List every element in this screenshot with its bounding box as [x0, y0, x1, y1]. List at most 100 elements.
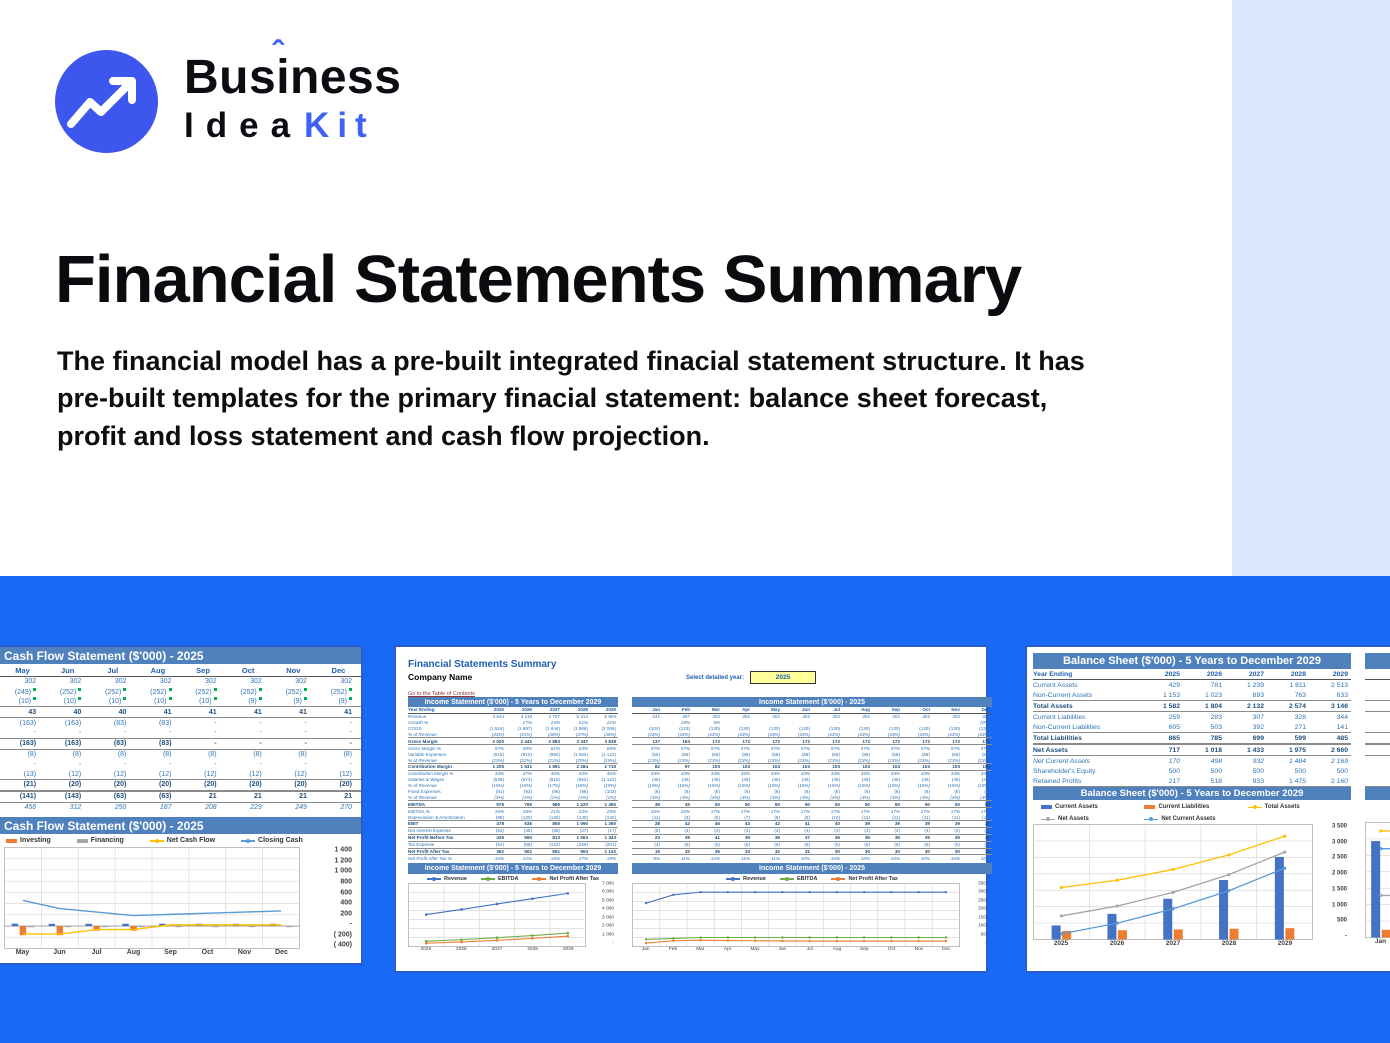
table-cell: 500 — [1168, 767, 1180, 775]
table-cell: (91) — [495, 789, 504, 795]
table-cell: 170 — [1168, 757, 1180, 765]
table-cell: (15%) — [797, 783, 810, 789]
table-cell: (6) — [714, 842, 720, 848]
table-cell: 1 239 — [1246, 681, 1264, 689]
table-cell: (163) — [19, 719, 37, 727]
table-row: (23%) (23%) (23%) (23%) (23%) (23%) (23%) (23%)… — [632, 757, 992, 763]
legend-label: Investing — [20, 837, 51, 845]
table-cell: 426 — [496, 835, 504, 841]
table-cell: 302 — [892, 714, 900, 720]
table-cell: (15%) — [827, 783, 840, 789]
table-cell: 172 — [952, 738, 960, 744]
table-cell: 103 — [802, 764, 810, 770]
table-cell: (45) — [951, 777, 960, 783]
table-cell: (130) — [979, 726, 990, 732]
table-cell: (98) — [579, 789, 588, 795]
table-cell: 57% — [890, 745, 900, 751]
table-cell: (8) — [208, 750, 217, 758]
table-cell: 2026 — [1206, 670, 1222, 678]
table-cell: (21%) — [547, 757, 560, 763]
table-cell: (8) — [162, 750, 172, 758]
table-cell: (23%) — [491, 757, 504, 763]
table-cell: 40 — [834, 821, 840, 827]
table-cell: 1 063 — [576, 835, 589, 841]
table-cell: 241 — [652, 714, 660, 720]
table-of-contents-link[interactable]: Go to the Table of Contents — [408, 691, 475, 697]
table-cell: (63) — [113, 793, 127, 801]
table-cell: (68) — [711, 751, 720, 757]
table-cell: 17% — [890, 808, 900, 814]
table-cell: 50 — [894, 801, 900, 807]
table-cell: (102) — [605, 789, 616, 795]
table-cell: - — [349, 760, 352, 768]
table-cell: 302 — [24, 678, 37, 686]
table-cell: 57% — [800, 745, 810, 751]
table-cell: - — [658, 720, 660, 726]
table-cell: - — [808, 720, 810, 726]
table-cell: 1 018 — [1204, 746, 1222, 754]
legend-item: Net Cash Flow — [149, 837, 215, 844]
table-row: 512 — [1365, 744, 1390, 756]
table-cell: - — [169, 760, 172, 768]
table-cell: 30 — [834, 849, 840, 855]
select-year-input[interactable]: 2025 — [750, 671, 817, 684]
table-cell: (130) — [605, 814, 616, 820]
table-cell: (8) — [343, 750, 352, 758]
table-cell: (5) — [954, 842, 960, 848]
table-cell: 2027 — [549, 707, 560, 713]
table-cell: 429 — [1168, 681, 1180, 689]
table-cell: 45 — [684, 801, 690, 807]
table-cell: 3 347 — [576, 738, 589, 744]
table-cell: 302 — [922, 714, 930, 720]
y-axis-labels: 1 400 1 200 1 000 800 600 400 200-( 200)( 400) — [333, 846, 352, 949]
table-cell: 344 — [1336, 713, 1348, 721]
table-row: May Jun Jul Aug Sep Oct Nov Dec — [0, 664, 361, 677]
table-cell: 50 — [714, 801, 720, 807]
table-cell: (68) — [891, 751, 900, 757]
table-cell: 17% — [740, 808, 750, 814]
table-cell: 34% — [740, 771, 750, 777]
table-cell: (98) — [495, 814, 504, 820]
table-cell: 39 — [984, 821, 990, 827]
table-cell: 163 — [682, 738, 690, 744]
line-swatch — [1041, 817, 1055, 822]
table-cell: 605 — [1168, 723, 1180, 731]
table-cell: (20) — [68, 781, 82, 789]
table-cell: 785 — [1210, 734, 1222, 742]
table-cell: 270 — [340, 803, 352, 811]
table-row: (163) (163) (83) (83) - - - - — [0, 718, 361, 728]
table-cell: 34% — [494, 771, 504, 777]
table-row: 1 081 — [1365, 756, 1390, 766]
row-label: Total Liabilities — [1033, 734, 1082, 742]
legend-item: Investing — [6, 837, 51, 844]
table-cell: Dec — [981, 707, 990, 713]
line-swatch — [480, 876, 495, 881]
table-cell: 717 — [1168, 746, 1180, 754]
table-cell: 25% — [606, 808, 616, 814]
table-cell: 271 — [1294, 723, 1306, 731]
table-cell: - — [304, 740, 307, 748]
table-cell: 32 — [684, 849, 690, 855]
row-label: Net Current Assets — [1033, 757, 1091, 765]
legend-item: Net Assets — [1041, 816, 1144, 822]
table-cell: (3%) — [494, 794, 504, 800]
table-cell: 34% — [950, 771, 960, 777]
table-cell: 50 — [924, 801, 930, 807]
table-cell: 43% — [578, 771, 588, 777]
table-cell: 34% — [710, 771, 720, 777]
table-cell: 16% — [680, 808, 690, 814]
table-cell: 1 475 — [1288, 777, 1306, 785]
table-cell: 1 220 — [576, 801, 589, 807]
table-cell: 302 — [69, 678, 82, 686]
table-row: Shareholder's Equity 500 500 500 500 500 — [1033, 766, 1351, 776]
table-row: 1 174 — [1365, 680, 1390, 690]
table-cell: 485 — [1336, 734, 1348, 742]
table-cell: 1 531 — [520, 764, 533, 770]
table-cell: (10) — [90, 697, 135, 705]
cash-flow-table-header: Cash Flow Statement ($'000) - 2025 — [0, 647, 361, 664]
legend-item: Closing Cash — [241, 837, 303, 844]
table-cell: - — [898, 720, 900, 726]
table-cell: 50 — [954, 801, 960, 807]
table-cell: (19%) — [603, 783, 616, 789]
table-cell: (8) — [894, 789, 900, 795]
